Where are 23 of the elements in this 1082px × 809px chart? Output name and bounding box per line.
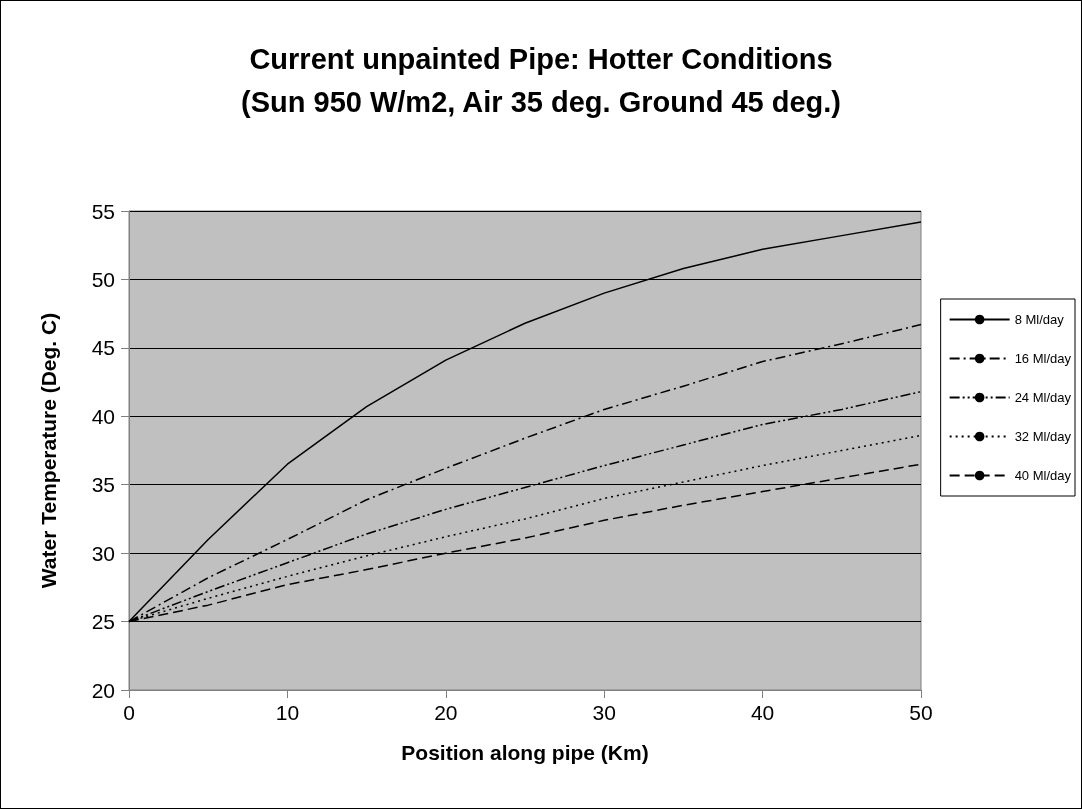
y-tick-label: 35 <box>91 473 115 497</box>
y-tick-label: 55 <box>91 199 115 223</box>
x-tick-label: 50 <box>909 701 933 724</box>
x-tick-label: 10 <box>275 701 300 724</box>
x-axis-title: Position along pipe (Km) <box>401 741 649 764</box>
legend-label: 32 Ml/day <box>1014 429 1072 444</box>
y-tick-label: 25 <box>91 610 115 634</box>
y-tick-label: 45 <box>91 336 115 360</box>
chart-title: Current unpainted Pipe: Hotter Conditions <box>249 42 833 75</box>
y-tick-label: 20 <box>91 678 115 702</box>
legend-label: 40 Ml/day <box>1014 468 1072 483</box>
legend-label: 24 Ml/day <box>1014 390 1072 405</box>
x-tick-label: 30 <box>592 701 616 724</box>
y-tick-label: 30 <box>91 541 115 565</box>
y-tick-label: 50 <box>91 267 115 291</box>
chart-subtitle: (Sun 950 W/m2, Air 35 deg. Ground 45 deg.) <box>241 85 841 118</box>
y-axis-title: Water Temperature (Deg. C) <box>37 312 60 589</box>
legend-label: 16 Ml/day <box>1014 351 1072 366</box>
x-tick-label: 0 <box>123 701 135 724</box>
x-tick-label: 20 <box>434 701 458 724</box>
x-tick-label: 40 <box>750 701 775 724</box>
y-tick-label: 40 <box>91 404 115 428</box>
legend-label: 8 Ml/day <box>1014 312 1065 327</box>
